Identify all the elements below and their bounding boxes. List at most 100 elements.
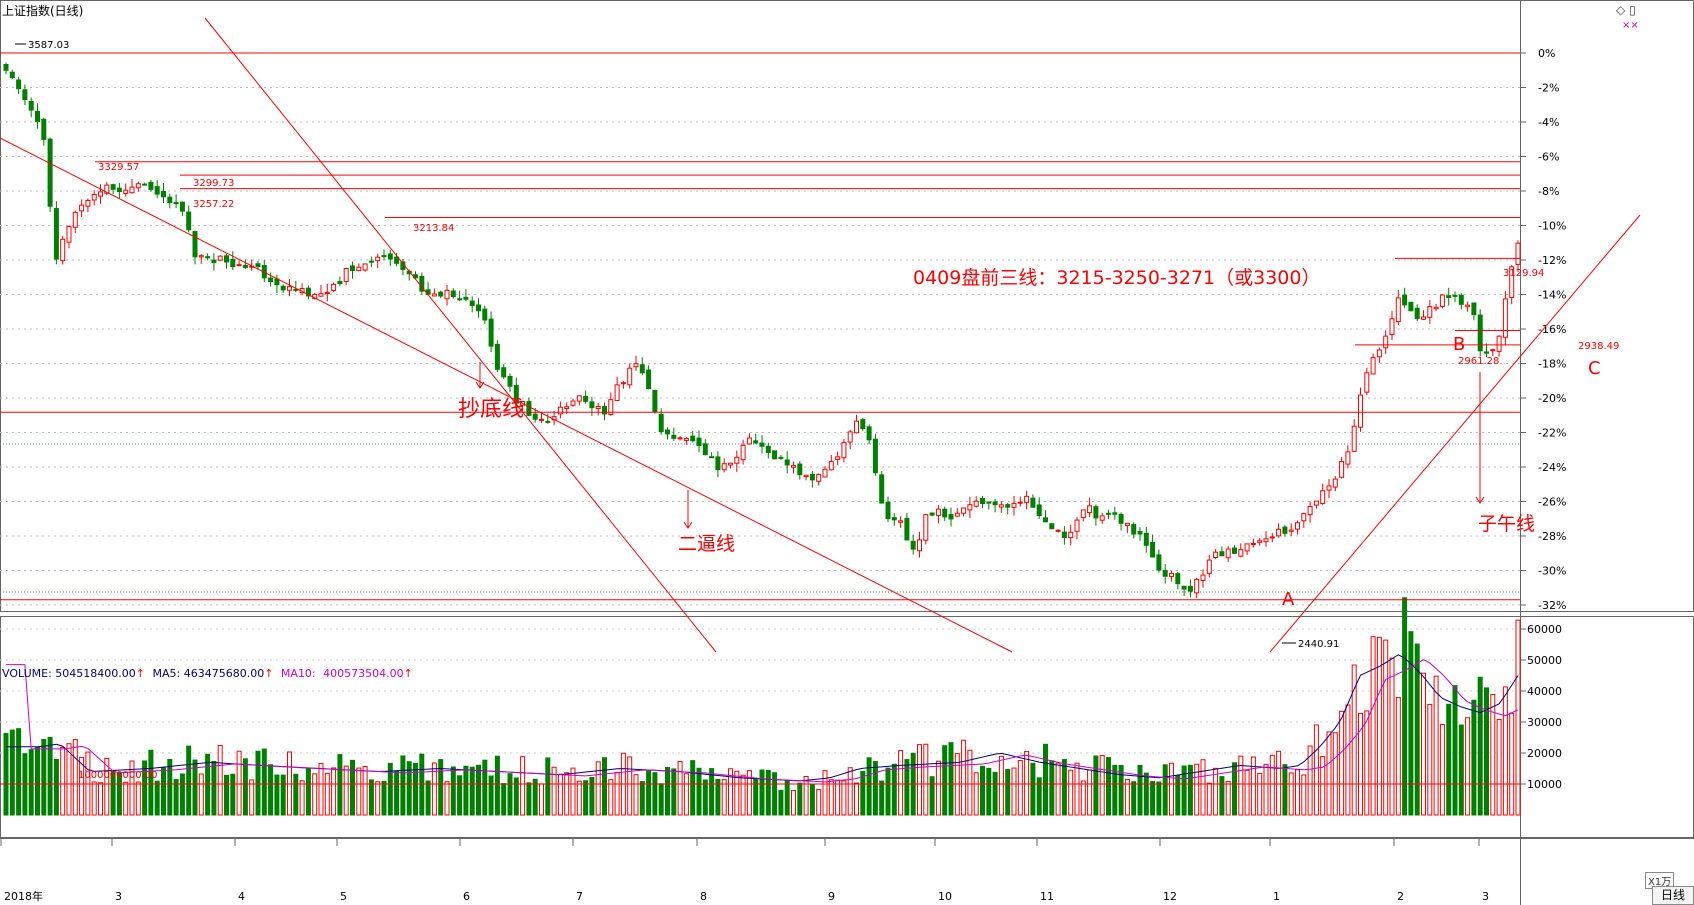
volume-bar [1446, 703, 1452, 816]
candle-body [192, 231, 198, 258]
volume-bar [1244, 769, 1250, 816]
volume-legend: VOLUME: 504518400.00↑ MA5: 463475680.00↑… [2, 667, 413, 680]
volume-bar [1093, 755, 1099, 816]
volume-bar [79, 756, 85, 816]
candle-body [961, 507, 967, 514]
candle-body [879, 474, 885, 504]
volume-bar [904, 759, 910, 816]
volume-bar [1068, 769, 1074, 816]
diamond-icon[interactable]: ◇ [1616, 3, 1626, 17]
volume-bar [1502, 686, 1508, 816]
x-axis-label: 1 [1273, 890, 1280, 903]
candle-body [85, 199, 91, 207]
candle-body [570, 400, 576, 406]
x-axis-label: 3 [115, 890, 122, 903]
volume-bar [1169, 762, 1174, 816]
annotation-5: B [1453, 334, 1465, 355]
candle-body [53, 208, 59, 260]
candle-body [211, 259, 217, 263]
candle-body [16, 79, 22, 90]
candle-body [683, 438, 689, 441]
volume-axis-label: 60000 [1527, 623, 1562, 636]
volume-bar [803, 775, 809, 816]
volume-bar [564, 772, 570, 816]
arrow-chaodi-head [475, 381, 485, 389]
candle-body [217, 255, 223, 261]
volume-bar [1439, 724, 1445, 816]
candle-body [734, 456, 740, 464]
volume-bar [362, 765, 368, 816]
volume-bar [1288, 772, 1294, 816]
volume-bar [406, 761, 412, 816]
volume-bar [734, 770, 740, 816]
candle-body [948, 514, 954, 520]
candle-body [866, 426, 872, 441]
volume-bar [633, 774, 639, 816]
x-axis-label: 2 [1397, 890, 1404, 903]
x-axis: 2018年 3 4 5 6 7 8 9 10 11 12 1 2 3 [0, 838, 1489, 903]
candle-body [1162, 569, 1168, 577]
volume-bar [1515, 619, 1521, 816]
volume-bar [1477, 676, 1483, 816]
price-marker-label: 2961.28 [1458, 356, 1499, 367]
volume-bar [1326, 731, 1332, 816]
volume-bar [305, 767, 311, 816]
candle-body [1175, 573, 1181, 585]
panel-icon[interactable]: ▯ [1629, 3, 1636, 17]
volume-bar [198, 773, 204, 816]
candle-body [677, 437, 683, 440]
volume-bar [1364, 710, 1370, 816]
volume-bar [287, 751, 292, 816]
volume-bar [557, 773, 563, 816]
candle-body [1169, 572, 1174, 577]
candle-body [236, 264, 242, 267]
volume-bar [457, 775, 463, 816]
volume-arrow: ↑ [135, 667, 145, 680]
candle-body [778, 456, 784, 459]
volume-bar [917, 744, 922, 816]
candle-body [1194, 578, 1200, 594]
close-x-icon[interactable]: ×× [1622, 20, 1639, 31]
period-button[interactable]: 日线 [1652, 886, 1694, 905]
candle-body [513, 385, 519, 404]
candle-body [450, 290, 456, 298]
candle-body [721, 463, 727, 471]
volume-bar [482, 759, 488, 816]
x-axis-label: 5 [340, 890, 347, 903]
volume-axis-label: 50000 [1527, 654, 1562, 667]
volume-bar [66, 743, 72, 816]
price-marker-label: 2938.49 [1578, 341, 1619, 352]
volume-panel-frame [0, 616, 1694, 838]
candle-body [1181, 585, 1187, 590]
volume-bar [602, 757, 607, 816]
volume-bar [1118, 764, 1124, 816]
volume-bar [690, 760, 696, 816]
volume-bar [350, 759, 355, 816]
candle-body [1332, 478, 1338, 488]
candle-body [1496, 335, 1502, 352]
volume-bar [1257, 772, 1263, 816]
candle-body [1187, 585, 1193, 592]
volume-bar [652, 772, 658, 816]
volume-bar [1074, 762, 1080, 816]
ma10-value: 400573504.00 [323, 667, 404, 680]
volume-bar [721, 779, 727, 816]
volume-axis-label: 40000 [1527, 685, 1562, 698]
volume-bar [1200, 759, 1206, 816]
candle-body [457, 298, 463, 301]
horizontal-levels [0, 52, 1520, 601]
volume-bar [923, 743, 929, 816]
volume-bar [16, 728, 22, 816]
candle-body [1452, 294, 1458, 297]
candle-body [444, 289, 450, 300]
volume-axis-label: 30000 [1527, 716, 1562, 729]
candle-body [1376, 349, 1382, 358]
candle-body [1112, 512, 1118, 515]
candle-body [173, 201, 179, 204]
candle-body [803, 474, 809, 478]
candle-body [337, 281, 343, 284]
volume-bar [400, 755, 406, 816]
volume-bar [1269, 754, 1275, 816]
